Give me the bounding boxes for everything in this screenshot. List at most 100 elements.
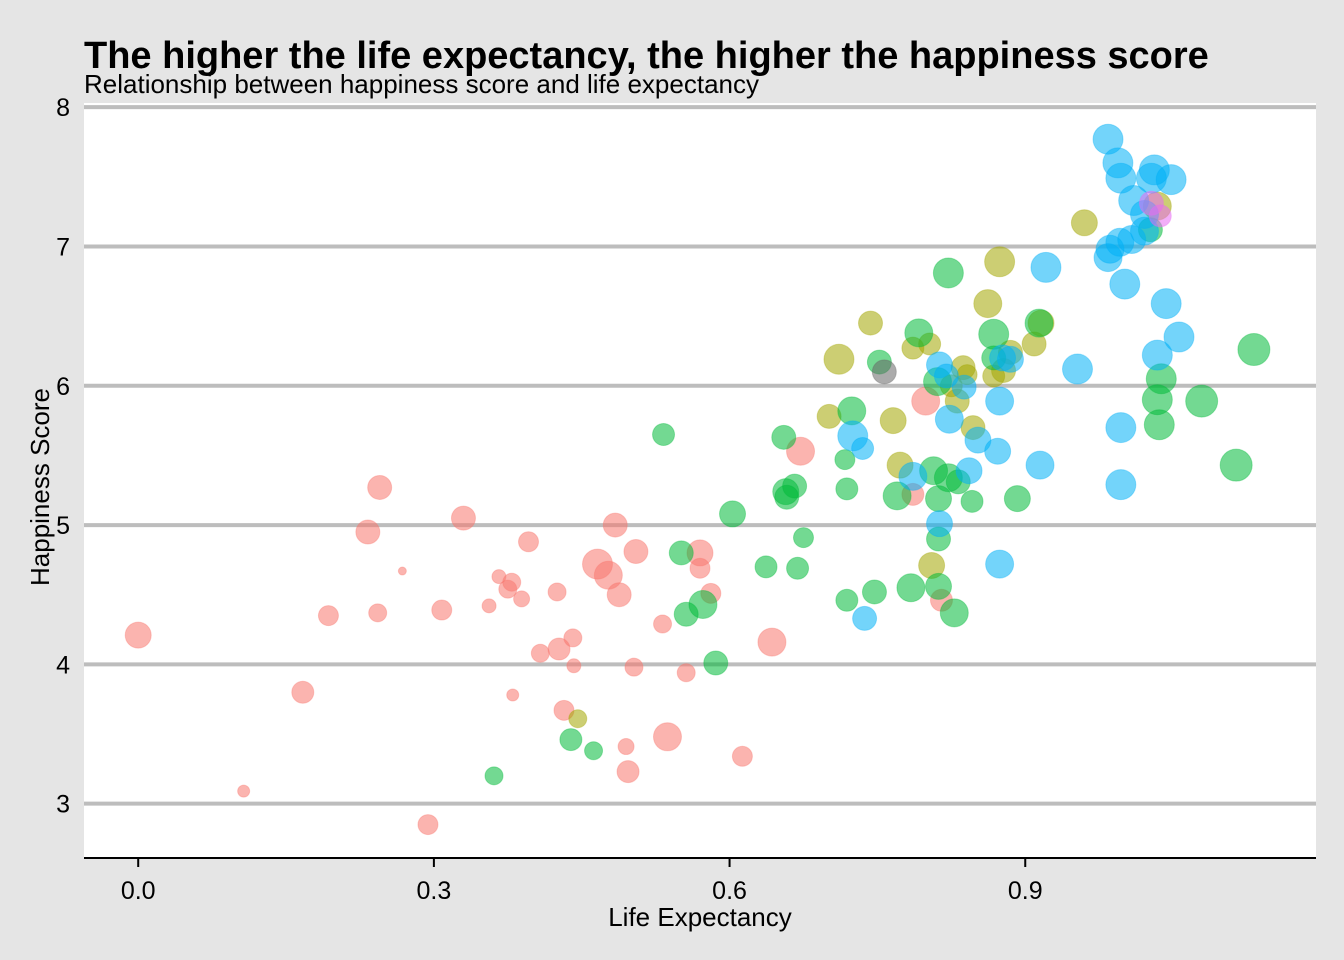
data-point	[882, 481, 912, 511]
data-point	[566, 658, 582, 674]
data-point	[904, 318, 934, 348]
data-point	[616, 760, 640, 784]
data-point	[973, 289, 1003, 319]
chart-subtitle: Relationship between happiness score and…	[84, 69, 759, 99]
data-point	[506, 688, 520, 702]
data-point	[1150, 288, 1182, 320]
data-point	[719, 500, 747, 528]
y-axis-title: Happiness Score	[25, 388, 55, 586]
data-point	[367, 474, 393, 500]
data-point	[996, 345, 1024, 373]
data-point	[951, 374, 977, 400]
data-point	[985, 549, 1015, 579]
grid-lines	[84, 105, 1316, 806]
data-point	[964, 426, 992, 454]
data-point	[871, 359, 897, 385]
y-tick-label: 4	[56, 651, 70, 679]
data-point	[602, 512, 628, 538]
data-point	[291, 680, 315, 704]
data-point	[703, 650, 729, 676]
data-point	[568, 709, 588, 729]
data-point	[368, 603, 388, 623]
data-point	[431, 599, 453, 621]
x-axis-title: Life Expectancy	[608, 902, 792, 932]
data-point	[1003, 485, 1031, 513]
data-point	[563, 628, 583, 648]
y-tick-label: 6	[56, 373, 70, 401]
x-tick-label: 0.0	[121, 877, 156, 905]
data-point	[934, 404, 964, 434]
data-point	[896, 573, 926, 603]
data-point	[676, 663, 696, 683]
y-tick-label: 8	[56, 94, 70, 122]
data-point	[688, 589, 718, 619]
data-point	[782, 473, 808, 499]
data-point	[1130, 216, 1160, 246]
y-axis-ticks: 3 4 5 6 7 8	[56, 94, 70, 818]
x-tick-label: 0.3	[417, 877, 452, 905]
data-point	[1185, 384, 1219, 418]
data-point	[835, 588, 859, 612]
data-point	[653, 614, 673, 634]
data-point	[1070, 209, 1098, 237]
data-point	[985, 386, 1015, 416]
data-point	[1148, 204, 1172, 228]
data-point	[835, 477, 859, 501]
data-point	[861, 579, 887, 605]
data-point	[851, 436, 875, 460]
data-point	[652, 423, 676, 447]
data-point	[624, 657, 644, 677]
data-point	[559, 728, 583, 752]
data-point	[816, 403, 842, 429]
data-point	[858, 310, 884, 336]
data-point	[1141, 339, 1173, 371]
data-point	[584, 741, 604, 761]
data-point	[513, 590, 531, 608]
data-point	[792, 527, 814, 549]
data-point	[1105, 412, 1137, 444]
data-point	[1163, 321, 1195, 353]
data-point	[754, 555, 778, 579]
data-point	[668, 540, 694, 566]
data-point	[984, 437, 1012, 465]
data-point	[1024, 308, 1054, 338]
data-point	[771, 424, 797, 450]
data-point	[852, 605, 878, 631]
data-point	[925, 572, 953, 600]
data-point	[481, 598, 497, 614]
data-point	[757, 627, 787, 657]
data-point	[898, 461, 928, 491]
data-point	[606, 582, 632, 608]
y-tick-label: 5	[56, 512, 70, 540]
data-point	[939, 598, 969, 628]
y-tick-label: 3	[56, 791, 70, 819]
data-point	[124, 621, 152, 649]
data-point	[1219, 448, 1253, 482]
data-point	[317, 605, 339, 627]
data-point	[834, 449, 856, 471]
data-point	[1025, 450, 1055, 480]
data-point	[502, 572, 522, 592]
data-point	[960, 489, 984, 513]
data-point	[1109, 268, 1141, 300]
x-tick-label: 0.6	[712, 877, 747, 905]
data-point	[450, 505, 476, 531]
data-point	[955, 457, 983, 485]
data-point	[926, 510, 954, 538]
data-point	[355, 519, 381, 545]
y-tick-label: 7	[56, 233, 70, 261]
data-point	[1105, 469, 1137, 501]
data-point	[397, 566, 407, 576]
data-point	[984, 246, 1016, 278]
data-point	[1061, 353, 1093, 385]
data-point	[237, 784, 251, 798]
data-point	[823, 343, 855, 375]
data-point	[617, 738, 635, 756]
data-point	[623, 539, 649, 565]
x-tick-label: 0.9	[1008, 877, 1043, 905]
data-point	[530, 643, 550, 663]
data-point	[484, 766, 504, 786]
data-point	[1030, 251, 1062, 283]
data-point	[547, 582, 567, 602]
